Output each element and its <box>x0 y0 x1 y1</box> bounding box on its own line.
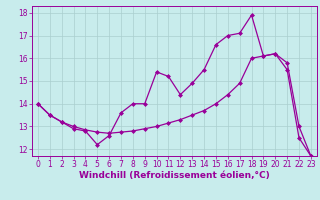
X-axis label: Windchill (Refroidissement éolien,°C): Windchill (Refroidissement éolien,°C) <box>79 171 270 180</box>
